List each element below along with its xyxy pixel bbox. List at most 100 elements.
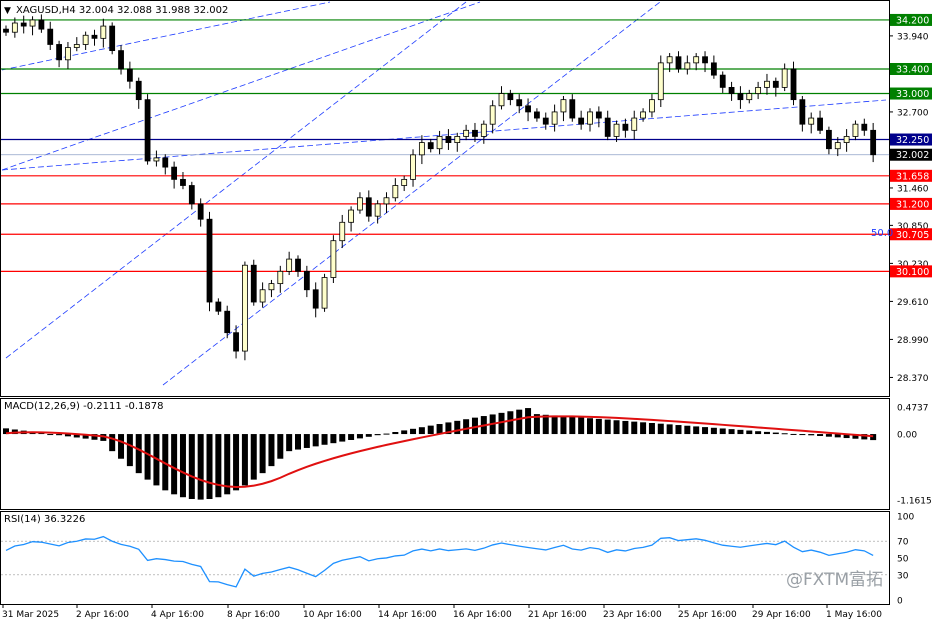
macd-bar [118,434,125,459]
y-badge-label: 34.200 [896,15,929,26]
y-tick-label: 28.370 [897,374,929,384]
candle-body [126,68,133,82]
x-tick-label: 14 Apr 16:00 [378,610,437,620]
candle-body [516,99,523,107]
macd-signal-line [5,415,874,488]
macd-bar [356,434,363,439]
candle-body [224,310,231,334]
macd-bar [162,434,169,491]
candle-body [383,197,390,205]
macd-bar [861,434,868,440]
macd-bar [330,434,337,444]
macd-bar [171,434,178,495]
y-badge [890,228,932,241]
macd-label: MACD(12,26,9) -0.2111 -0.1878 [4,401,164,412]
rsi-layer [1,535,889,588]
candle-body [188,185,195,205]
macd-bar [303,434,310,448]
rsi-panel-frame [0,511,890,605]
macd-bar [312,434,319,447]
macd-bar [640,422,647,435]
macd-bar [631,421,638,435]
y-badge [890,133,932,146]
y-badge [890,87,932,100]
candle-body [250,264,257,303]
y-badge-label: 32.250 [896,135,929,146]
candle-body [472,129,478,137]
candle-body [542,117,549,125]
y-badge-label: 33.400 [896,65,929,76]
candle-body [861,123,868,131]
macd-bar [463,419,470,435]
candle-body [118,50,124,70]
macd-bar [91,434,98,440]
macd-bar [843,434,850,439]
candle-body [640,111,646,119]
y-badge [890,169,932,182]
rsi-tick-label: 30 [897,571,909,581]
macd-bar [418,427,425,435]
candle-body [560,99,567,113]
macd-bar [763,431,770,435]
candle-body [418,142,425,156]
macd-bar [56,434,63,436]
candle-body [374,203,381,217]
y-tick-label: 29.610 [897,298,929,308]
macd-bar [401,430,408,435]
macd-bar [259,434,266,474]
macd-bar [693,426,700,435]
macd-bar [569,416,576,435]
candle-body [772,80,779,88]
candle-body [56,44,62,61]
channel-line [5,1,467,359]
candle-body [47,28,54,45]
macd-bar [82,434,89,439]
macd-bar [852,434,859,439]
macd-bar [560,416,567,435]
rsi-tick-label: 0 [897,597,903,607]
y-badge [890,148,932,161]
candle-body [649,99,655,113]
macd-bar [675,425,682,435]
candle-body [215,301,222,312]
y-badge-label: 31.200 [896,199,929,210]
candle-body [153,157,160,162]
macd-bar [834,434,841,438]
candle-body [454,136,461,143]
candle-body [339,221,346,242]
y-tick-label: 28.990 [897,336,929,346]
macd-bar [126,434,133,467]
macd-bar [684,425,691,435]
candle-body [710,62,717,76]
symbol-arrow-icon[interactable]: ▼ [4,6,11,16]
x-tick-label: 8 Apr 16:00 [227,610,280,620]
macd-bar [47,434,54,436]
x-tick-label: 23 Apr 16:00 [603,610,662,620]
candle-body [277,270,284,285]
candle-body [312,289,319,309]
macd-bar [498,412,505,435]
candle-body [675,56,682,70]
macd-bar [542,414,549,435]
macd-bar [781,433,788,435]
y-tick-label: 31.460 [897,184,929,194]
macd-bar [295,434,301,450]
candle-body [295,258,301,272]
candle-body [480,123,487,137]
macd-bar [595,418,602,435]
macd-bar [737,429,744,435]
y-badge-label: 33.000 [896,89,929,100]
macd-bar [277,434,284,459]
candle-body [826,129,832,150]
rsi-tick-label: 70 [897,538,909,548]
candle-body [843,136,850,143]
macd-bar [3,428,9,435]
candle-body [534,111,540,119]
macd-bar [728,429,735,435]
candle-body [808,117,815,125]
rsi-label: RSI(14) 36.3226 [4,514,85,525]
macd-bar [348,434,355,440]
candle-body [427,142,434,150]
macd-layer [3,408,877,500]
